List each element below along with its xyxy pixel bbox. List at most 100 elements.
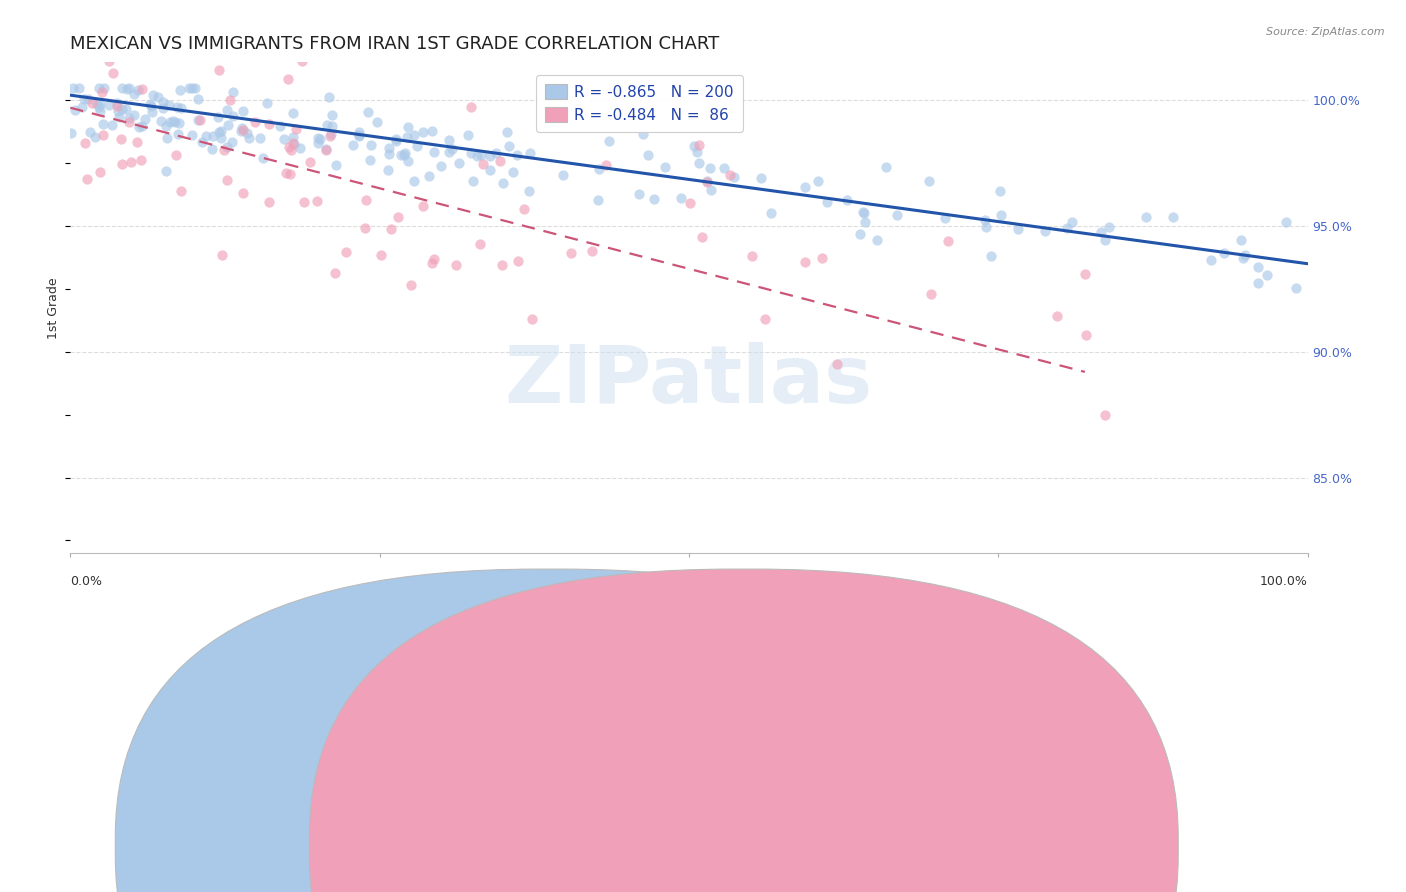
Point xyxy=(111,102,134,116)
Point xyxy=(91,117,114,131)
Point xyxy=(396,154,419,169)
Point xyxy=(89,165,111,179)
Point xyxy=(212,143,235,157)
Point xyxy=(1076,328,1098,343)
Point xyxy=(429,159,451,173)
Point xyxy=(1212,245,1234,260)
Point xyxy=(485,145,508,160)
Point xyxy=(1033,223,1056,237)
Text: MEXICAN VS IMMIGRANTS FROM IRAN 1ST GRADE CORRELATION CHART: MEXICAN VS IMMIGRANTS FROM IRAN 1ST GRAD… xyxy=(70,35,720,53)
Point xyxy=(387,211,409,225)
Point xyxy=(91,128,114,143)
Point xyxy=(1247,260,1270,274)
Point xyxy=(187,113,209,128)
Point xyxy=(231,104,253,119)
Point xyxy=(886,208,908,222)
Point xyxy=(307,131,329,145)
Point xyxy=(77,92,100,106)
Point xyxy=(221,135,243,149)
Point xyxy=(495,125,517,139)
Point xyxy=(1090,225,1112,239)
Point xyxy=(354,193,377,207)
Point xyxy=(181,80,204,95)
Point xyxy=(974,213,997,227)
Point xyxy=(412,126,434,140)
Point xyxy=(441,142,464,156)
Point xyxy=(437,145,460,160)
Point xyxy=(505,148,527,162)
Point xyxy=(598,134,620,148)
Point xyxy=(489,154,512,169)
Point xyxy=(335,245,357,260)
Point xyxy=(165,148,187,162)
Point xyxy=(89,96,111,111)
Point xyxy=(152,95,174,110)
Point xyxy=(118,111,141,125)
Point xyxy=(315,143,337,157)
Point xyxy=(437,133,460,147)
Point xyxy=(142,88,165,103)
Point xyxy=(208,125,231,139)
Point xyxy=(934,211,956,225)
Point xyxy=(392,147,415,161)
Point xyxy=(75,136,97,150)
Point xyxy=(399,278,422,293)
Point xyxy=(460,100,482,114)
Point xyxy=(835,193,858,207)
Point xyxy=(491,258,513,272)
Point xyxy=(146,89,169,103)
Point xyxy=(423,145,446,159)
Text: Source: ZipAtlas.com: Source: ZipAtlas.com xyxy=(1267,27,1385,37)
Point xyxy=(470,148,492,162)
Text: Mexicans: Mexicans xyxy=(574,839,638,854)
Point xyxy=(588,161,610,176)
Point xyxy=(560,245,582,260)
Point xyxy=(1234,248,1257,262)
Point xyxy=(471,157,494,171)
Point xyxy=(291,54,314,69)
Point xyxy=(281,105,304,120)
Point xyxy=(1074,267,1097,281)
Point xyxy=(321,108,343,122)
Point xyxy=(191,135,214,149)
Point xyxy=(281,130,304,145)
Point xyxy=(1056,221,1078,235)
Point xyxy=(713,161,735,176)
Point xyxy=(67,80,90,95)
Point xyxy=(347,129,370,144)
Point xyxy=(273,132,295,146)
Point xyxy=(395,129,418,144)
Point xyxy=(637,147,659,161)
Point xyxy=(89,100,111,114)
Point xyxy=(506,253,529,268)
Point xyxy=(852,205,875,219)
Point xyxy=(385,132,408,146)
Point xyxy=(918,173,941,187)
Point xyxy=(1135,211,1157,225)
Point xyxy=(166,127,188,141)
Point xyxy=(318,90,340,104)
Point xyxy=(321,120,343,134)
Point xyxy=(149,114,172,128)
Point xyxy=(1285,281,1308,295)
Point xyxy=(125,136,148,150)
Point xyxy=(492,176,515,190)
Point xyxy=(134,112,156,126)
Point xyxy=(208,63,231,78)
Point xyxy=(307,136,329,150)
Point xyxy=(389,147,412,161)
Point xyxy=(794,179,817,194)
Point xyxy=(696,174,718,188)
Point xyxy=(723,170,745,185)
Point xyxy=(222,109,245,123)
Point xyxy=(875,160,897,174)
Point xyxy=(118,114,141,128)
Point xyxy=(1007,222,1029,236)
Point xyxy=(238,130,260,145)
Point xyxy=(688,138,710,153)
Point xyxy=(278,167,301,181)
Point xyxy=(290,141,312,155)
Point xyxy=(378,147,401,161)
Point xyxy=(470,237,492,252)
Point xyxy=(1247,276,1270,290)
